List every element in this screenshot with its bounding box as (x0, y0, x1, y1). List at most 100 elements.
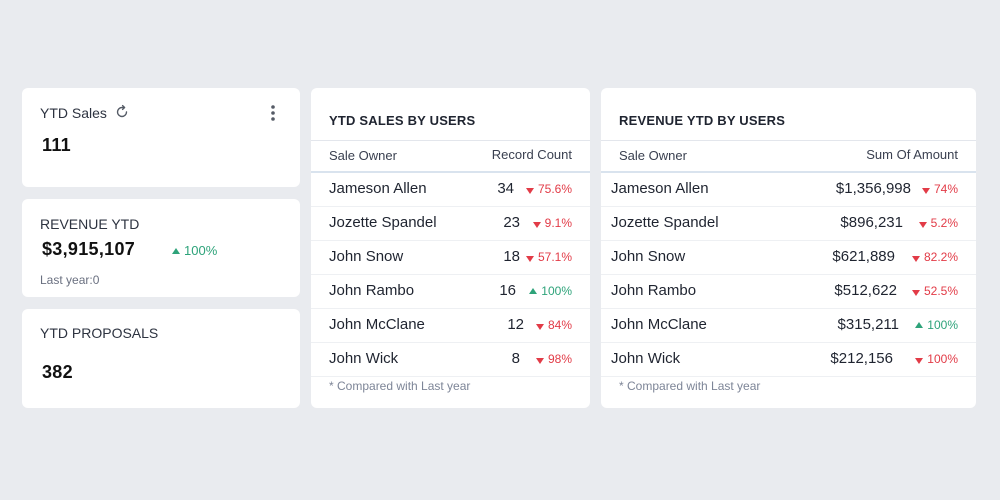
table-row[interactable]: Jameson Allen $1,356,998 74% (601, 173, 976, 207)
row-change-value: 9.1% (544, 216, 572, 230)
table-row[interactable]: Jameson Allen 34 75.6% (311, 173, 590, 207)
triangle-down-icon (525, 187, 534, 194)
row-owner[interactable]: John Wick (611, 350, 681, 367)
table-row[interactable]: John McClane $315,211 100% (601, 309, 976, 343)
table-row[interactable]: John Rambo $512,622 52.5% (601, 275, 976, 309)
sales-by-users-title: YTD SALES BY USERS (329, 113, 476, 128)
row-value: 34 (497, 180, 514, 197)
table-row[interactable]: John Rambo 16 100% (311, 275, 590, 309)
row-owner[interactable]: Jozette Spandel (329, 214, 437, 231)
row-change: 100% (512, 284, 572, 298)
row-owner[interactable]: John Snow (329, 248, 404, 265)
revenue-by-users-header: Sale Owner Sum Of Amount (601, 140, 976, 173)
row-value: $512,622 (834, 282, 897, 299)
row-change-value: 5.2% (930, 216, 958, 230)
column-header-record-count[interactable]: Record Count (491, 147, 572, 162)
row-owner[interactable]: Jameson Allen (329, 180, 427, 197)
ytd-proposals-title: YTD PROPOSALS (40, 325, 159, 341)
column-header-owner[interactable]: Sale Owner (619, 148, 687, 163)
row-change: 84% (512, 318, 572, 332)
table-row[interactable]: John Snow 18 57.1% (311, 241, 590, 275)
row-change-value: 74% (933, 182, 958, 196)
row-value: 8 (511, 350, 520, 367)
triangle-up-icon (172, 247, 180, 254)
triangle-down-icon (525, 255, 534, 262)
row-change: 100% (898, 318, 958, 332)
row-value: 18 (503, 248, 520, 265)
sales-by-users-header: Sale Owner Record Count (311, 140, 590, 173)
kebab-menu-icon[interactable] (270, 104, 276, 122)
row-change-value: 84% (547, 318, 572, 332)
sales-by-users-card: YTD SALES BY USERS Sale Owner Record Cou… (311, 88, 590, 408)
ytd-sales-title: YTD Sales (40, 105, 107, 121)
row-owner[interactable]: John McClane (329, 316, 425, 333)
revenue-ytd-card: REVENUE YTD $3,915,107 100% Last year:0 (22, 199, 300, 297)
ytd-proposals-value: 382 (42, 362, 73, 382)
row-change-value: 98% (547, 352, 572, 366)
footnote: * Compared with Last year (329, 379, 471, 393)
row-change: 75.6% (512, 182, 572, 196)
row-change-value: 57.1% (537, 250, 572, 264)
table-row[interactable]: Jozette Spandel 23 9.1% (311, 207, 590, 241)
row-change: 52.5% (898, 284, 958, 298)
revenue-ytd-change-value: 100% (184, 243, 218, 258)
revenue-ytd-title: REVENUE YTD (40, 216, 140, 232)
row-owner[interactable]: John Wick (329, 350, 399, 367)
row-owner[interactable]: Jameson Allen (611, 180, 709, 197)
row-change-value: 75.6% (537, 182, 572, 196)
triangle-down-icon (911, 289, 920, 296)
table-row[interactable]: John Snow $621,889 82.2% (601, 241, 976, 275)
row-owner[interactable]: John Snow (611, 248, 686, 265)
row-owner[interactable]: John McClane (611, 316, 707, 333)
row-owner[interactable]: John Rambo (611, 282, 697, 299)
revenue-ytd-last-year: Last year:0 (40, 273, 100, 287)
triangle-down-icon (921, 187, 930, 194)
revenue-ytd-change: 100% (172, 243, 217, 258)
revenue-by-users-title: REVENUE YTD BY USERS (619, 113, 786, 128)
row-change-value: 82.2% (923, 250, 958, 264)
sales-by-users-rows: Jameson Allen 34 75.6% Jozette Spandel 2… (311, 173, 590, 377)
row-value: 16 (499, 282, 516, 299)
row-change: 9.1% (512, 216, 572, 230)
row-change-value: 52.5% (923, 284, 958, 298)
triangle-up-icon (915, 321, 924, 328)
row-change: 100% (898, 352, 958, 366)
ytd-sales-card: YTD Sales 111 (22, 88, 300, 187)
ytd-proposals-card: YTD PROPOSALS 382 (22, 309, 300, 408)
table-row[interactable]: Jozette Spandel $896,231 5.2% (601, 207, 976, 241)
revenue-ytd-value: $3,915,107 (42, 239, 136, 259)
row-value: $896,231 (840, 214, 903, 231)
row-change: 98% (512, 352, 572, 366)
column-header-sum-of-amount[interactable]: Sum Of Amount (866, 147, 958, 162)
triangle-up-icon (529, 287, 538, 294)
row-change: 82.2% (898, 250, 958, 264)
column-header-owner[interactable]: Sale Owner (329, 148, 397, 163)
triangle-down-icon (915, 357, 924, 364)
row-value: $1,356,998 (835, 180, 911, 197)
footnote: * Compared with Last year (619, 379, 761, 393)
row-value: 23 (503, 214, 520, 231)
row-change: 5.2% (898, 216, 958, 230)
table-row[interactable]: John Wick 8 98% (311, 343, 590, 377)
row-value: $212,156 (830, 350, 893, 367)
triangle-down-icon (532, 221, 541, 228)
row-owner[interactable]: John Rambo (329, 282, 415, 299)
revenue-by-users-card: REVENUE YTD BY USERS Sale Owner Sum Of A… (601, 88, 976, 408)
ytd-sales-value: 111 (42, 135, 71, 155)
triangle-down-icon (911, 255, 920, 262)
row-change-value: 100% (927, 352, 958, 366)
row-change: 57.1% (512, 250, 572, 264)
row-owner[interactable]: Jozette Spandel (611, 214, 719, 231)
triangle-down-icon (918, 221, 927, 228)
row-change-value: 100% (927, 318, 958, 332)
table-row[interactable]: John Wick $212,156 100% (601, 343, 976, 377)
table-row[interactable]: John McClane 12 84% (311, 309, 590, 343)
triangle-down-icon (535, 323, 544, 330)
row-value: $315,211 (837, 316, 899, 333)
row-change-value: 100% (541, 284, 572, 298)
row-change: 74% (898, 182, 958, 196)
triangle-down-icon (535, 357, 544, 364)
revenue-by-users-rows: Jameson Allen $1,356,998 74% Jozette Spa… (601, 173, 976, 377)
row-value: 12 (507, 316, 524, 333)
refresh-icon[interactable] (114, 104, 130, 120)
